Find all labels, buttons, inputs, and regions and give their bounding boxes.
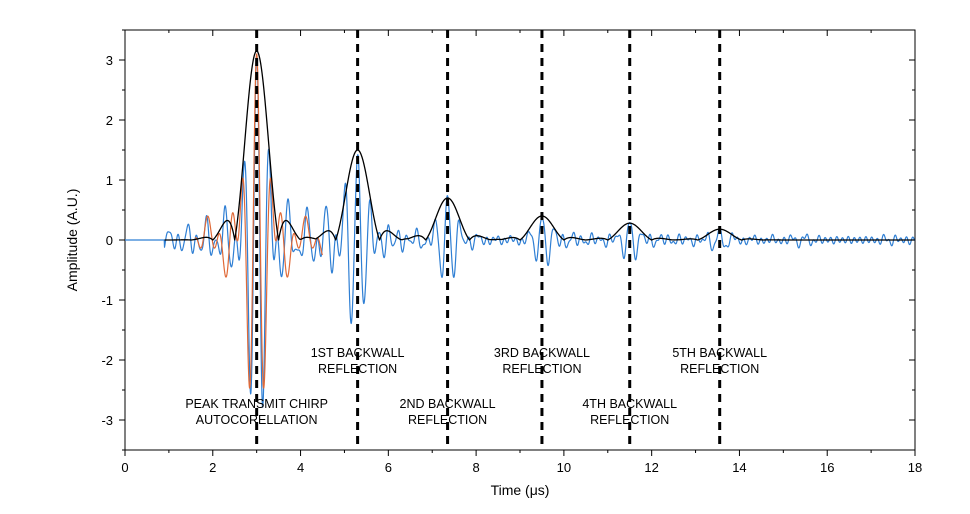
- signal-chart: 024681012141618-3-2-10123Time (μs)Amplit…: [0, 0, 970, 514]
- annotation-text: PEAK TRANSMIT CHIRP: [185, 397, 328, 411]
- y-tick-label: -2: [101, 353, 113, 368]
- annotation-text: 4TH BACKWALL: [582, 397, 677, 411]
- annotation-text: REFLECTION: [590, 413, 669, 427]
- y-tick-label: -1: [101, 293, 113, 308]
- y-tick-label: 2: [106, 113, 113, 128]
- x-tick-label: 4: [297, 460, 304, 475]
- y-tick-label: -3: [101, 413, 113, 428]
- y-axis-label: Amplitude (A.U.): [64, 189, 80, 292]
- annotation-text: 5TH BACKWALL: [672, 346, 767, 360]
- annotation-text: 3RD BACKWALL: [494, 346, 590, 360]
- x-tick-label: 10: [557, 460, 571, 475]
- annotation-text: REFLECTION: [408, 413, 487, 427]
- y-tick-label: 3: [106, 53, 113, 68]
- annotation-text: AUTOCORELLATION: [196, 413, 318, 427]
- annotation-text: REFLECTION: [318, 362, 397, 376]
- x-tick-label: 16: [820, 460, 834, 475]
- x-tick-label: 8: [472, 460, 479, 475]
- x-tick-label: 0: [121, 460, 128, 475]
- x-tick-label: 12: [644, 460, 658, 475]
- annotation-text: REFLECTION: [680, 362, 759, 376]
- annotation-text: REFLECTION: [502, 362, 581, 376]
- annotation-text: 2ND BACKWALL: [400, 397, 496, 411]
- y-tick-label: 1: [106, 173, 113, 188]
- y-tick-label: 0: [106, 233, 113, 248]
- x-axis-label: Time (μs): [491, 482, 550, 498]
- x-tick-label: 18: [908, 460, 922, 475]
- x-tick-label: 6: [385, 460, 392, 475]
- x-tick-label: 2: [209, 460, 216, 475]
- x-tick-label: 14: [732, 460, 746, 475]
- chart-container: 024681012141618-3-2-10123Time (μs)Amplit…: [0, 0, 970, 514]
- annotation-text: 1ST BACKWALL: [311, 346, 405, 360]
